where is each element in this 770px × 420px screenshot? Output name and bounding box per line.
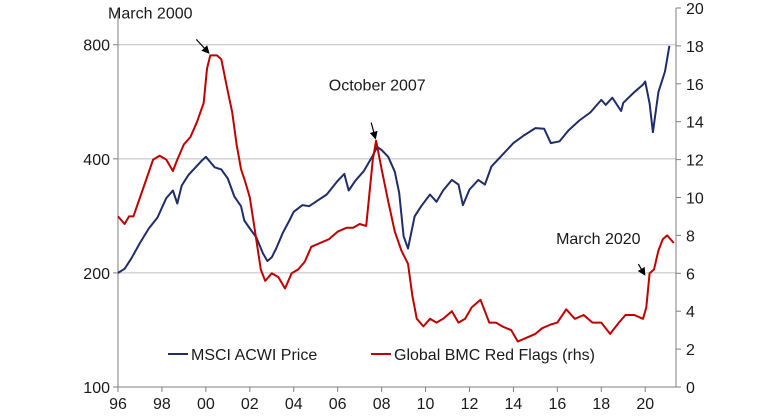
x-tick-label: 10 [417,396,435,413]
y-left-tick-label: 100 [83,380,110,397]
legend-item-bmc-label: Global BMC Red Flags (rhs) [394,347,595,364]
x-tick-label: 02 [241,396,259,413]
y-right-tick-label: 14 [686,115,704,132]
y-right-tick-label: 0 [686,380,695,397]
series-line-msci-acwi [117,45,671,274]
gridlines [118,44,676,274]
x-tick-label: 06 [329,396,347,413]
x-tick-label: 14 [505,396,523,413]
x-tick-label: 08 [373,396,391,413]
y-right-tick-label: 18 [686,39,704,56]
x-tick-label: 18 [592,396,610,413]
y-left-tick-label: 400 [83,152,110,169]
annotation-label: March 2000 [108,5,193,22]
annotation-label: March 2020 [556,231,641,248]
y-right-tick-label: 10 [686,191,704,208]
y-right-tick-label: 20 [686,1,704,18]
legend: MSCI ACWI Price Global BMC Red Flags (rhs… [168,347,595,364]
y-right-tick-label: 6 [686,266,695,283]
x-tick-label: 00 [197,396,215,413]
annotations: March 2000 October 2007 March 2020 [108,5,646,276]
x-tick-label: 04 [285,396,303,413]
legend-item-msci-label: MSCI ACWI Price [191,347,317,364]
x-tick-label: 12 [461,396,479,413]
series-line-bmc-red-flags [117,54,675,343]
y-right-tick-label: 4 [686,304,695,321]
annotation-label: October 2007 [329,78,426,95]
y-right-tick-label: 2 [686,342,695,359]
y-left-tick-label: 800 [83,38,110,55]
x-tick-label: 98 [153,396,171,413]
x-tick-label: 16 [548,396,566,413]
y-right-tick-label: 16 [686,77,704,94]
y-right-tick-label: 12 [686,153,704,170]
x-tick-label: 96 [109,396,127,413]
y-left-tick-label: 200 [83,266,110,283]
annotation-arrow [637,263,646,276]
annotation-arrow [195,38,210,54]
series-lines [117,45,675,343]
x-tick-label: 20 [636,396,654,413]
annotation-arrow [369,122,378,140]
y-right-tick-label: 8 [686,228,695,245]
